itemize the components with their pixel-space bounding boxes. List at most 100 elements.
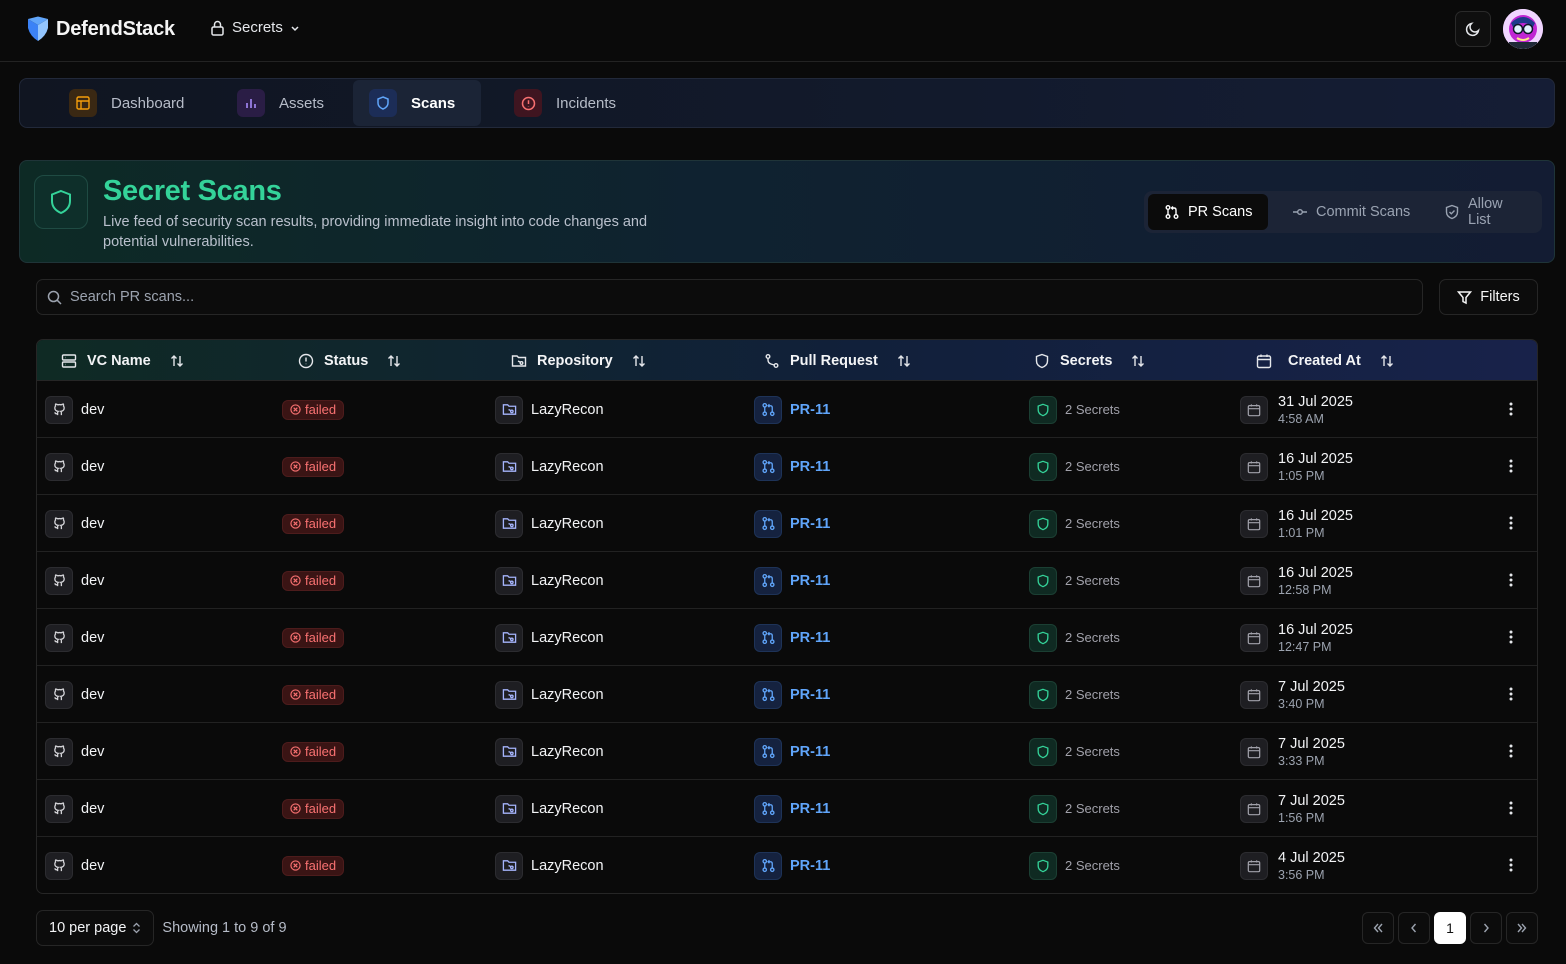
pagination-controls: 1	[1362, 912, 1538, 944]
folder-git-icon	[495, 566, 523, 595]
pull-request-link[interactable]: PR-11	[790, 800, 831, 817]
row-actions-button[interactable]	[1503, 513, 1519, 533]
table-row[interactable]: dev failed LazyRecon PR-11	[37, 495, 1537, 552]
created-at-cell: 16 Jul 2025 1:05 PM	[1240, 438, 1353, 495]
folder-git-icon	[495, 680, 523, 709]
row-actions-button[interactable]	[1503, 399, 1519, 419]
status-text: failed	[305, 858, 337, 873]
status-text: failed	[305, 459, 337, 474]
table-row[interactable]: dev failed LazyRecon PR-11	[37, 438, 1537, 495]
git-pull-request-icon	[754, 452, 782, 481]
column-status[interactable]: Status	[298, 340, 402, 381]
first-page-button[interactable]	[1362, 912, 1394, 944]
brand[interactable]: DefendStack	[26, 16, 175, 42]
module-switcher[interactable]: Secrets	[210, 19, 300, 36]
created-at-cell: 16 Jul 2025 12:47 PM	[1240, 609, 1353, 666]
status-cell: failed	[282, 609, 345, 666]
row-actions-button[interactable]	[1503, 741, 1519, 761]
segment-commit-scans[interactable]: Commit Scans	[1276, 194, 1426, 230]
github-icon	[45, 452, 73, 481]
column-created-at[interactable]: Created At	[1256, 340, 1395, 381]
github-icon	[45, 680, 73, 709]
tab-assets[interactable]: Assets	[221, 80, 340, 126]
tab-incidents[interactable]: Incidents	[498, 80, 632, 126]
git-pull-request-icon	[754, 623, 782, 652]
vc-cell: dev	[45, 723, 104, 780]
pull-request-link[interactable]: PR-11	[790, 857, 831, 874]
pull-request-link[interactable]: PR-11	[790, 515, 831, 532]
pull-request-link[interactable]: PR-11	[790, 686, 831, 703]
page-number-button[interactable]: 1	[1434, 912, 1466, 944]
row-actions-button[interactable]	[1503, 684, 1519, 704]
status-cell: failed	[282, 666, 345, 723]
table-row[interactable]: dev failed LazyRecon PR-11	[37, 837, 1537, 893]
segment-pr-scans[interactable]: PR Scans	[1148, 194, 1269, 230]
sort-icon[interactable]	[631, 353, 647, 369]
table-row[interactable]: dev failed LazyRecon PR-11	[37, 552, 1537, 609]
column-secrets[interactable]: Secrets	[1034, 340, 1146, 381]
vc-name: dev	[81, 458, 105, 475]
created-time: 12:58 PM	[1278, 582, 1332, 597]
pull-request-link[interactable]: PR-11	[790, 629, 831, 646]
tab-scans[interactable]: Scans	[353, 80, 481, 126]
last-page-button[interactable]	[1506, 912, 1538, 944]
vc-cell: dev	[45, 438, 104, 495]
pull-request-link[interactable]: PR-11	[790, 401, 831, 418]
column-repository[interactable]: Repository	[511, 340, 647, 381]
bar-chart-icon	[237, 89, 265, 117]
git-pull-request-icon	[754, 566, 782, 595]
sort-icon[interactable]	[386, 353, 402, 369]
status-badge: failed	[282, 627, 345, 648]
filter-icon	[1457, 290, 1473, 305]
search-input[interactable]	[70, 289, 1370, 305]
row-actions-button[interactable]	[1503, 570, 1519, 590]
table-row[interactable]: dev failed LazyRecon PR-11	[37, 723, 1537, 780]
pull-request-link[interactable]: PR-11	[790, 743, 831, 760]
more-vertical-icon	[1509, 630, 1513, 644]
created-date: 7 Jul 2025	[1278, 792, 1345, 809]
row-actions-button[interactable]	[1503, 855, 1519, 875]
pull-request-link[interactable]: PR-11	[790, 458, 831, 475]
chevron-down-icon	[290, 23, 300, 33]
sort-icon[interactable]	[1379, 353, 1395, 369]
row-actions-button[interactable]	[1503, 456, 1519, 476]
x-circle-icon	[290, 860, 301, 871]
more-vertical-icon	[1509, 516, 1513, 530]
table-row[interactable]: dev failed LazyRecon PR-11	[37, 609, 1537, 666]
column-vc-name[interactable]: VC Name	[61, 340, 185, 381]
repository-name: LazyRecon	[531, 743, 604, 760]
table-row[interactable]: dev failed LazyRecon PR-11	[37, 381, 1537, 438]
table-row[interactable]: dev failed LazyRecon PR-11	[37, 780, 1537, 837]
column-pull-request[interactable]: Pull Request	[764, 340, 912, 381]
filters-button[interactable]: Filters	[1439, 279, 1538, 315]
pull-request-link[interactable]: PR-11	[790, 572, 831, 589]
per-page-select[interactable]: 10 per page	[36, 910, 155, 946]
secrets-count: 2 Secrets	[1065, 516, 1120, 531]
sort-icon[interactable]	[169, 353, 185, 369]
vc-name: dev	[81, 515, 105, 532]
row-actions-button[interactable]	[1503, 627, 1519, 647]
sort-icon[interactable]	[896, 353, 912, 369]
previous-page-button[interactable]	[1398, 912, 1430, 944]
status-text: failed	[305, 801, 337, 816]
segment-allow-list[interactable]: Allow List	[1428, 194, 1542, 230]
table-row[interactable]: dev failed LazyRecon PR-11	[37, 666, 1537, 723]
column-label: Status	[324, 352, 369, 369]
shield-icon	[369, 89, 397, 117]
row-actions-button[interactable]	[1503, 798, 1519, 818]
shield-icon	[1029, 395, 1057, 424]
x-circle-icon	[290, 461, 301, 472]
calendar-icon	[1240, 566, 1268, 595]
folder-git-icon	[495, 794, 523, 823]
tab-dashboard[interactable]: Dashboard	[53, 80, 200, 126]
folder-git-icon	[495, 452, 523, 481]
status-badge: failed	[282, 456, 345, 477]
next-page-button[interactable]	[1470, 912, 1502, 944]
theme-toggle-button[interactable]	[1455, 11, 1491, 47]
avatar[interactable]	[1503, 9, 1543, 49]
vc-cell: dev	[45, 609, 104, 666]
repository-name: LazyRecon	[531, 401, 604, 418]
shield-icon	[1029, 680, 1057, 709]
github-icon	[45, 851, 73, 880]
sort-icon[interactable]	[1130, 353, 1146, 369]
